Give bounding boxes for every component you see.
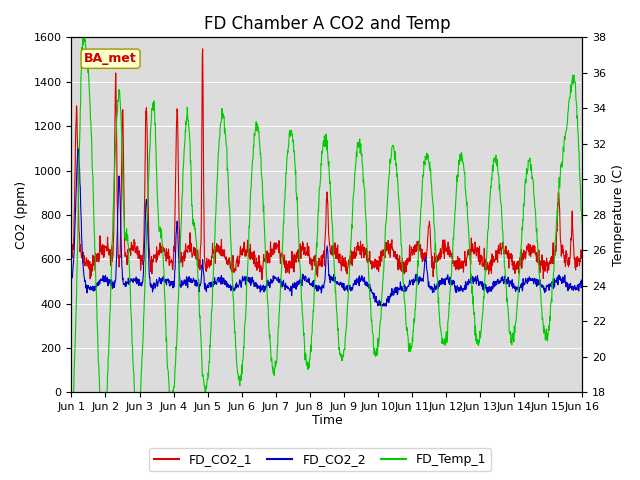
Text: BA_met: BA_met [84, 52, 137, 65]
Y-axis label: Temperature (C): Temperature (C) [612, 164, 625, 266]
Legend: FD_CO2_1, FD_CO2_2, FD_Temp_1: FD_CO2_1, FD_CO2_2, FD_Temp_1 [148, 448, 492, 471]
Title: FD Chamber A CO2 and Temp: FD Chamber A CO2 and Temp [204, 15, 451, 33]
X-axis label: Time: Time [312, 414, 342, 427]
Y-axis label: CO2 (ppm): CO2 (ppm) [15, 181, 28, 249]
